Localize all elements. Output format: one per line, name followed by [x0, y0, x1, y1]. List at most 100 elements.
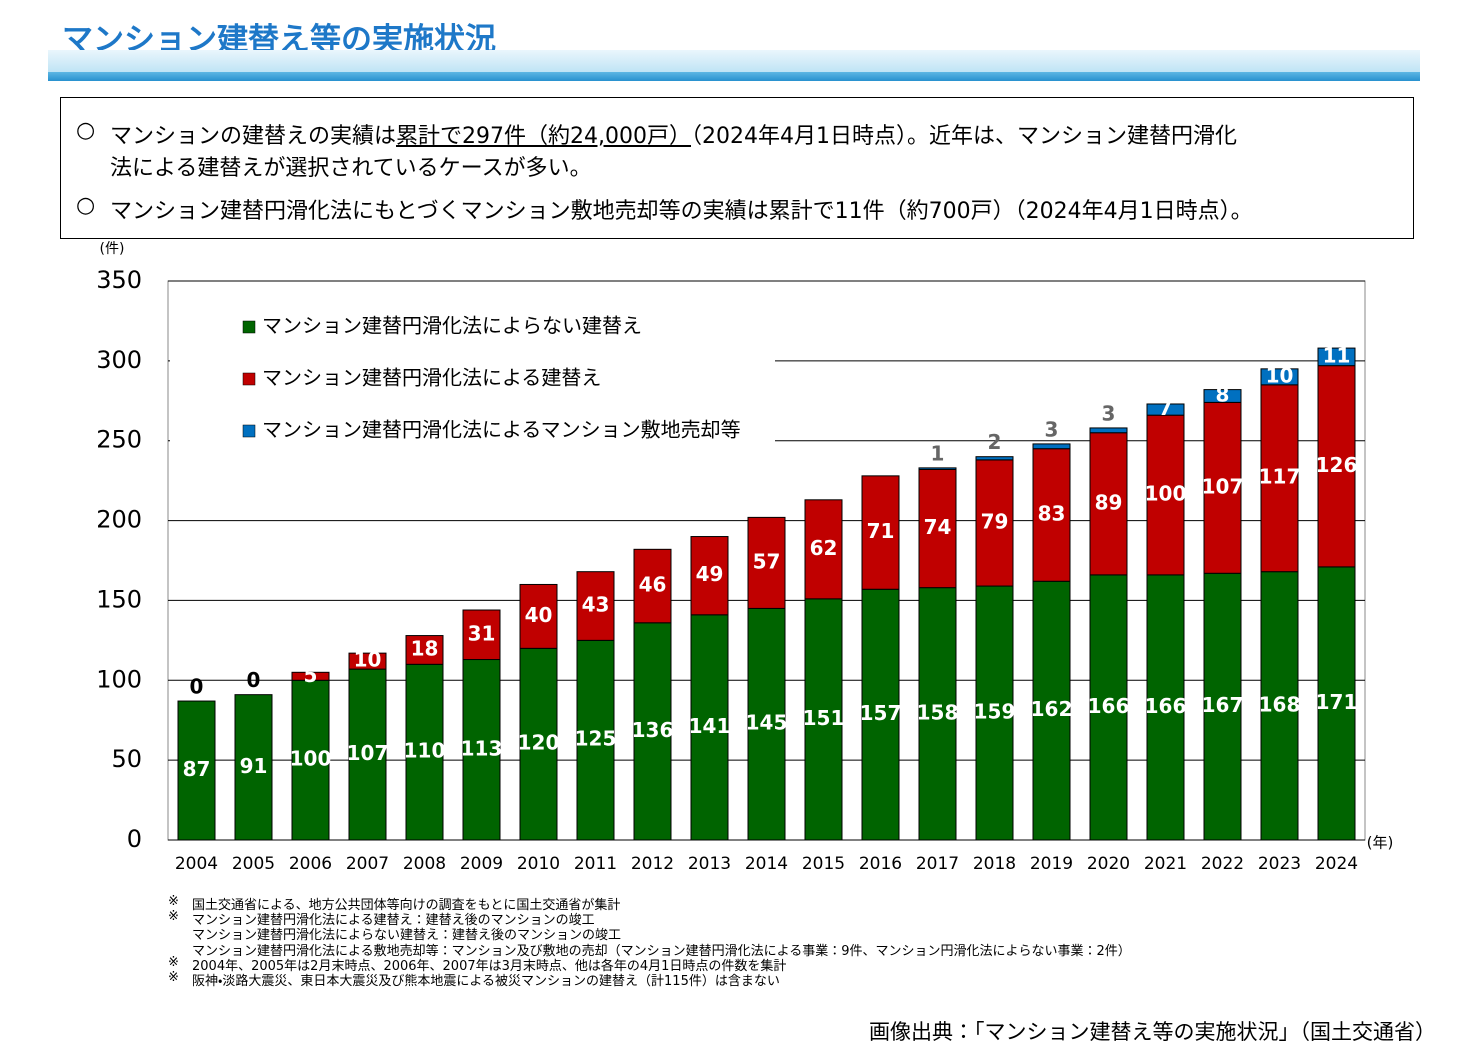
- y-tick-label: 200: [96, 506, 142, 534]
- bar-segment: [1089, 427, 1128, 434]
- data-label: 120: [518, 731, 560, 755]
- x-tick-label: 2016: [859, 854, 902, 874]
- summary-box: [60, 97, 1414, 239]
- data-label: 166: [1088, 694, 1130, 718]
- data-label: 126: [1316, 453, 1358, 477]
- bar-segment: [1260, 368, 1299, 386]
- note-mark: ※: [168, 909, 179, 925]
- bar-segment: [975, 459, 1014, 587]
- bar-segment: [234, 694, 273, 841]
- bar-segment: [975, 585, 1014, 841]
- x-tick-label: 2006: [289, 854, 332, 874]
- data-label: 5: [304, 663, 318, 687]
- x-tick-label: 2008: [403, 854, 446, 874]
- data-label: 125: [575, 727, 617, 751]
- data-label: 8: [1216, 382, 1230, 406]
- note-text: 国土交通省による、地方公共団体等向けの調査をもとに国土交通省が集計: [192, 898, 621, 913]
- legend-background: [170, 292, 775, 457]
- data-label: 171: [1316, 690, 1358, 714]
- x-tick-label: 2018: [973, 854, 1016, 874]
- x-tick-label: 2011: [574, 854, 617, 874]
- bar-segment: [1089, 432, 1128, 576]
- data-label: 87: [183, 757, 211, 781]
- y-axis-unit: (件): [100, 241, 125, 257]
- data-label: 18: [411, 636, 439, 660]
- image-source: 画像出典：「マンション建替え等の実施状況」（国土交通省）: [869, 1020, 1436, 1044]
- bar-segment: [519, 647, 558, 841]
- x-tick-label: 2013: [688, 854, 731, 874]
- note-text: 2004年、2005年は2月末時点、2006年、2007年は3月末時点、他は各年…: [192, 958, 787, 974]
- x-tick-label: 2012: [631, 854, 674, 874]
- y-tick-label: 300: [96, 346, 142, 374]
- note-mark: ※: [168, 954, 179, 970]
- x-tick-label: 2004: [175, 854, 218, 874]
- title-band-stripe: [48, 72, 1420, 81]
- y-tick-label: 0: [127, 825, 142, 853]
- bar-segment: [804, 499, 843, 600]
- bullet-text-part: マンションの建替えの実績は: [110, 124, 397, 149]
- data-label: 89: [1095, 490, 1123, 514]
- bar-segment: [1260, 571, 1299, 841]
- data-label: 46: [639, 573, 667, 597]
- legend-label: マンション建替円滑化法によらない建替え: [262, 314, 642, 338]
- x-tick-label: 2017: [916, 854, 959, 874]
- data-label: 157: [860, 701, 902, 725]
- note-mark: ※: [168, 970, 179, 985]
- data-label: 57: [753, 549, 781, 573]
- note-text: マンション建替円滑化法による敷地売却等：マンション及び敷地の売却（マンション建替…: [192, 943, 1131, 959]
- y-tick-label: 350: [96, 266, 142, 294]
- x-tick-label: 2021: [1144, 854, 1187, 874]
- data-label: 158: [917, 700, 959, 724]
- bar-segment: [1032, 443, 1071, 450]
- data-label: 110: [404, 739, 446, 763]
- x-tick-label: 2010: [517, 854, 560, 874]
- data-label: 136: [632, 718, 674, 742]
- bar-segment: [1146, 403, 1185, 416]
- bar-segment: [633, 548, 672, 624]
- legend-label: マンション建替円滑化法による建替え: [262, 366, 601, 390]
- data-label: 83: [1038, 501, 1066, 525]
- x-tick-label: 2007: [346, 854, 389, 874]
- note-text: マンション建替円滑化法によらない建替え：建替え後のマンションの竣工: [192, 928, 622, 944]
- bullet-underlined: 累計で297件（約24,000戸）: [396, 124, 691, 149]
- data-label: 151: [803, 706, 845, 730]
- x-tick-label: 2009: [460, 854, 503, 874]
- note-text: マンション建替円滑化法による建替え：建替え後のマンションの竣工: [192, 913, 595, 929]
- bar-segment: [861, 588, 900, 841]
- bar-segment: [348, 668, 387, 841]
- data-label: 145: [746, 711, 788, 735]
- x-tick-label: 2015: [802, 854, 845, 874]
- bar-segment: [1032, 580, 1071, 841]
- bar-segment: [519, 583, 558, 649]
- bar-segment: [918, 587, 957, 841]
- data-label: 100: [1145, 482, 1187, 506]
- x-tick-label: 2020: [1087, 854, 1130, 874]
- bullet-mark: ○: [76, 193, 96, 218]
- data-label: 168: [1259, 692, 1301, 716]
- x-tick-label: 2005: [232, 854, 275, 874]
- bar-segment: [177, 700, 216, 841]
- data-label: 166: [1145, 694, 1187, 718]
- bar-segment: [291, 671, 330, 681]
- x-tick-label: 2019: [1030, 854, 1073, 874]
- bullet-text: マンションの建替えの実績は累計で297件（約24,000戸）（2024年4月1日…: [110, 118, 1237, 150]
- bar-segment: [918, 467, 957, 470]
- bar-segment: [690, 536, 729, 616]
- bar-segment: [1089, 574, 1128, 841]
- data-label: 117: [1259, 465, 1301, 489]
- data-label: 91: [240, 754, 268, 778]
- bar-segment: [405, 635, 444, 665]
- bar-segment: [1260, 384, 1299, 573]
- bar-segment: [405, 663, 444, 841]
- y-tick-label: 50: [111, 745, 142, 773]
- x-tick-label: 2024: [1315, 854, 1358, 874]
- data-label: 107: [347, 741, 389, 765]
- y-tick-label: 100: [96, 665, 142, 693]
- bullet-text-part: （2024年4月1日時点）。近年は、マンション建替円滑化: [691, 124, 1237, 149]
- bar-segment: [576, 571, 615, 641]
- legend-swatch: [242, 424, 256, 438]
- data-label: 79: [981, 509, 1009, 533]
- bar-segment: [1203, 389, 1242, 403]
- data-label: 100: [290, 747, 332, 771]
- bar-segment: [975, 456, 1014, 461]
